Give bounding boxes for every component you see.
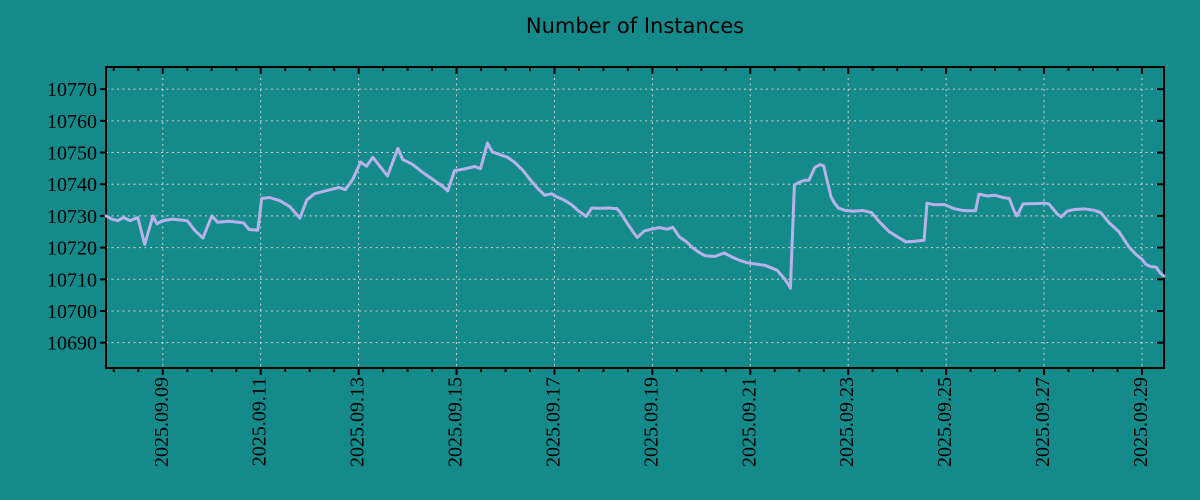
x-tick-label: 2025.09.19 [640,377,662,467]
x-tick-label: 2025.09.11 [249,377,271,466]
x-tick-label: 2025.09.13 [347,377,369,467]
x-tick-label: 2025.09.23 [836,377,858,467]
x-tick-label: 2025.09.09 [151,377,173,467]
y-tick-label: 10740 [47,174,97,196]
x-tick-label: 2025.09.21 [738,377,760,467]
series-line-instances [104,141,1166,290]
x-tick-label: 2025.09.25 [934,377,956,467]
y-tick-label: 10760 [47,111,97,133]
y-tick-label: 10690 [47,333,97,355]
y-tick-label: 10700 [47,301,97,323]
y-tick-label: 10750 [47,143,97,165]
axis-frame [105,66,1165,369]
x-tick-label: 2025.09.27 [1032,377,1054,467]
x-tick-label: 2025.09.15 [445,377,467,467]
y-tick-label: 10720 [47,238,97,260]
x-tick-label: 2025.09.17 [542,377,564,467]
y-tick-label: 10730 [47,206,97,228]
x-tick-label: 2025.09.29 [1130,377,1152,467]
y-tick-label: 10710 [47,269,97,291]
chart-title: Number of Instances [525,14,745,38]
y-tick-label: 10770 [47,79,97,101]
